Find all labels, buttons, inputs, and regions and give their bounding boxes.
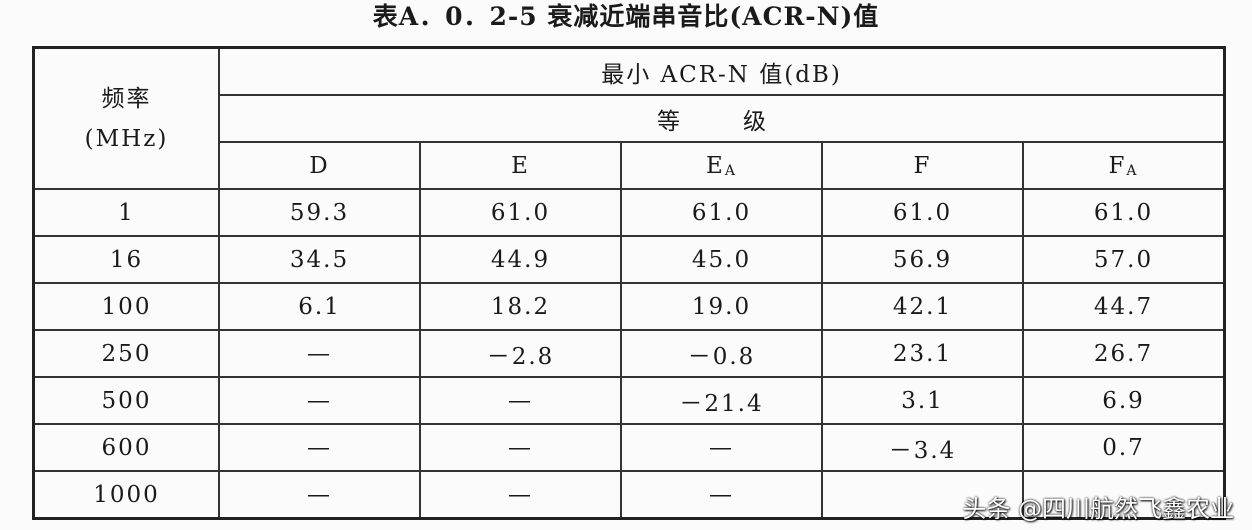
column-header: D xyxy=(218,141,421,190)
table-row: 1 59.3 61.0 61.0 61.0 61.0 xyxy=(32,188,1226,237)
value-cell: — xyxy=(218,376,421,425)
value-cell: 42.1 xyxy=(821,282,1024,331)
grade-sub: A xyxy=(1126,162,1139,179)
freq-header: 频率 (MHz) xyxy=(32,46,220,190)
value-cell: －0.8 xyxy=(620,329,823,378)
table-row: 600— — — －3.4 0.7 xyxy=(32,423,1226,472)
header-row: 频率 (MHz) 最小 ACR-N 值(dB) xyxy=(32,46,1226,190)
grade-main: F xyxy=(1108,152,1127,179)
table-row: 1000— — — xyxy=(32,470,1226,520)
freq-cell: 600 xyxy=(32,423,220,472)
value-cell: 61.0 xyxy=(419,188,622,237)
freq-cell: 1 xyxy=(32,188,220,237)
value-cell: — xyxy=(419,376,622,425)
grade-main: E xyxy=(706,152,725,179)
freq-cell: 500 xyxy=(32,376,220,425)
value-cell: －21.4 xyxy=(620,376,823,425)
value-cell: 61.0 xyxy=(620,188,823,237)
freq-cell: 250 xyxy=(32,329,220,378)
grade-main: D xyxy=(309,152,330,179)
value-cell: — xyxy=(620,470,823,520)
watermark: 头条 @四川航然飞鑫农业 xyxy=(962,495,1234,523)
value-cell: 34.5 xyxy=(218,235,421,284)
value-cell: 3.1 xyxy=(821,376,1024,425)
acr-n-table: 频率 (MHz) 最小 ACR-N 值(dB) 等 级 D E EA F FA 1 59.3… xyxy=(32,46,1226,520)
column-header: FA xyxy=(1022,141,1226,190)
grade-sub: A xyxy=(724,162,737,179)
value-cell: — xyxy=(620,423,823,472)
value-cell: — xyxy=(218,423,421,472)
value-cell: — xyxy=(419,470,622,520)
value-cell: — xyxy=(419,423,622,472)
column-header: F xyxy=(821,141,1024,190)
value-cell: 44.9 xyxy=(419,235,622,284)
value-cell: 26.7 xyxy=(1022,329,1226,378)
value-cell: 6.1 xyxy=(218,282,421,331)
freq-unit: (MHz) xyxy=(84,125,169,152)
table-title: 表A．0．2-5 衰减近端串音比(ACR-N)值 xyxy=(372,2,880,31)
value-cell xyxy=(1022,470,1226,520)
value-cell: 23.1 xyxy=(821,329,1024,378)
table-row: 250— －2.8 －0.8 23.1 26.7 xyxy=(32,329,1226,378)
table-row: 16 34.5 44.9 45.0 56.9 57.0 xyxy=(32,235,1226,284)
column-header: EA xyxy=(620,141,823,190)
value-cell: 0.7 xyxy=(1022,423,1226,472)
value-cell: －2.8 xyxy=(419,329,622,378)
column-header: E xyxy=(419,141,622,190)
value-cell: 18.2 xyxy=(419,282,622,331)
value-cell xyxy=(821,470,1024,520)
freq-cell: 100 xyxy=(32,282,220,331)
value-cell: — xyxy=(218,329,421,378)
value-cell: — xyxy=(218,470,421,520)
value-cell: 44.7 xyxy=(1022,282,1226,331)
freq-cell: 16 xyxy=(32,235,220,284)
grade-main: F xyxy=(913,152,932,179)
value-cell: 56.9 xyxy=(821,235,1024,284)
value-cell: 61.0 xyxy=(821,188,1024,237)
grade-header: 等 级 xyxy=(218,94,1226,143)
value-cell: 61.0 xyxy=(1022,188,1226,237)
group-header: 最小 ACR-N 值(dB) xyxy=(218,46,1226,96)
value-cell: 6.9 xyxy=(1022,376,1226,425)
value-cell: 45.0 xyxy=(620,235,823,284)
value-cell: 57.0 xyxy=(1022,235,1226,284)
grade-main: E xyxy=(511,152,530,179)
value-cell: －3.4 xyxy=(821,423,1024,472)
freq-label: 频率 xyxy=(101,85,152,112)
table-row: 100 6.1 18.2 19.0 42.1 44.7 xyxy=(32,282,1226,331)
table-row: 500— — －21.4 3.1 6.9 xyxy=(32,376,1226,425)
value-cell: 19.0 xyxy=(620,282,823,331)
value-cell: 59.3 xyxy=(218,188,421,237)
freq-cell: 1000 xyxy=(32,470,220,520)
